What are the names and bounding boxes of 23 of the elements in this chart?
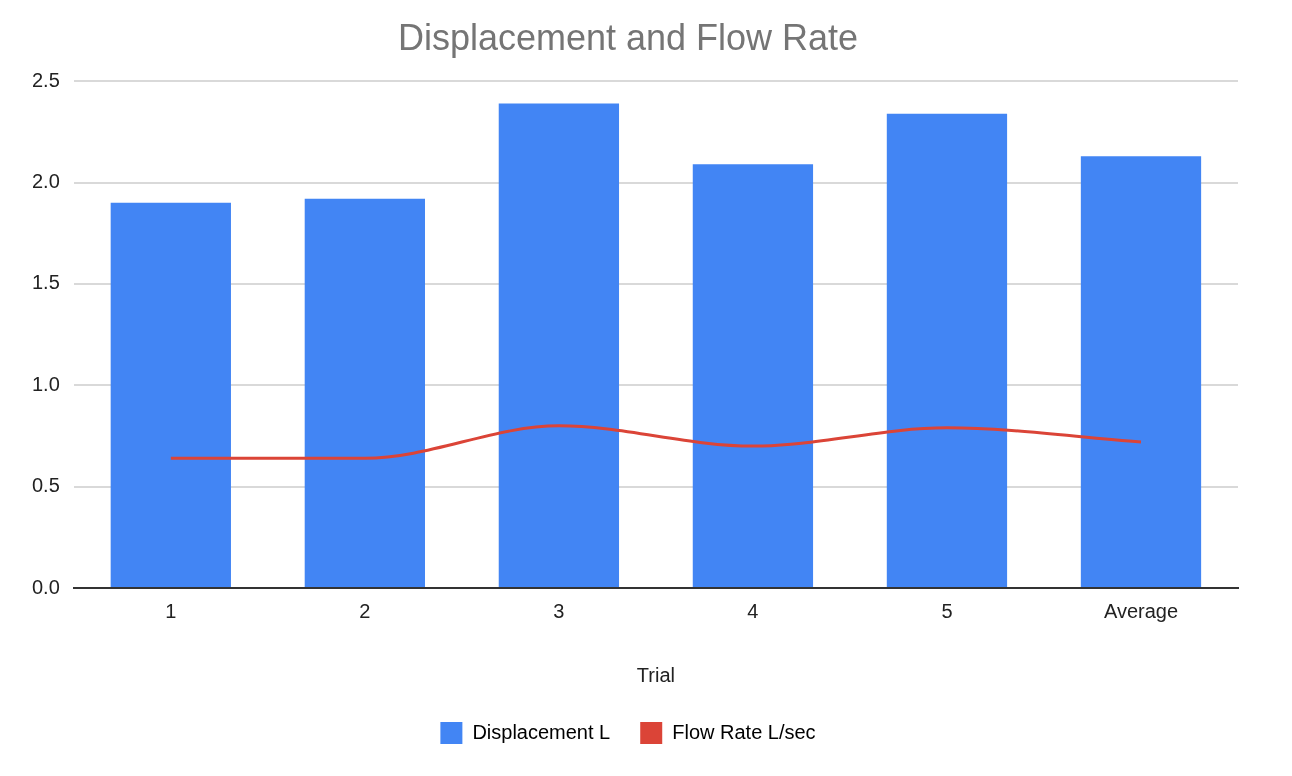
x-tick-label: 5 [941, 599, 953, 622]
line-series [169, 424, 1143, 460]
legend-label: Displacement L [472, 720, 611, 743]
chart-title: Displacement and Flow Rate [397, 16, 859, 58]
bar [304, 198, 425, 587]
bar [498, 103, 620, 587]
x-tick-label: 4 [747, 599, 759, 622]
y-tick-label: 0.0 [31, 575, 60, 598]
x-tick-label: 2 [359, 599, 371, 622]
x-axis-title: Trial [636, 663, 675, 686]
y-tick-label: 2.5 [31, 68, 60, 91]
y-tick-label: 2.0 [31, 170, 60, 193]
bar [1080, 156, 1202, 587]
bar [886, 113, 1008, 587]
y-tick-label: 0.5 [31, 474, 60, 497]
x-tick-label: Average [1103, 599, 1179, 622]
x-tick-label: 1 [165, 599, 177, 622]
y-tick-label: 1.5 [31, 271, 60, 294]
bar [692, 164, 814, 587]
x-tick-label: 3 [553, 599, 565, 622]
y-tick-label: 1.0 [31, 372, 60, 395]
legend-label: Flow Rate L/sec [672, 720, 816, 743]
bar [110, 202, 231, 587]
